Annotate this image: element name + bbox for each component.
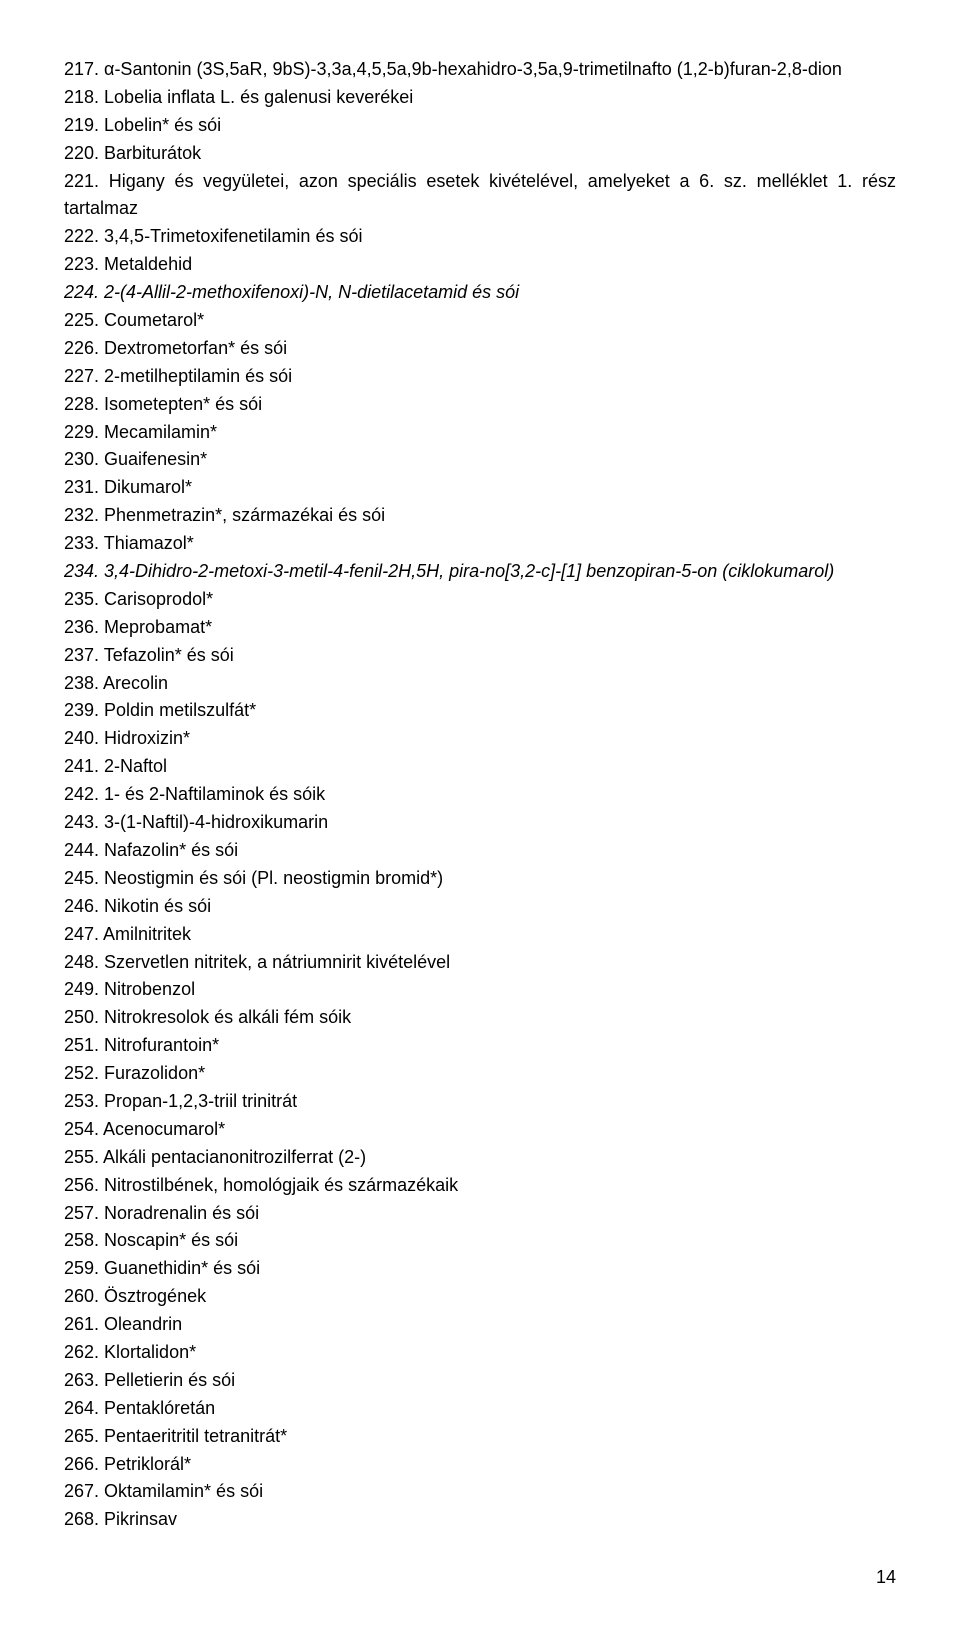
page-number: 14 (64, 1564, 896, 1592)
list-item: 262. Klortalidon* (64, 1339, 896, 1367)
list-item: 256. Nitrostilbének, homológjaik és szár… (64, 1172, 896, 1200)
list-item: 244. Nafazolin* és sói (64, 837, 896, 865)
list-item: 238. Arecolin (64, 670, 896, 698)
list-item: 264. Pentaklóretán (64, 1395, 896, 1423)
list-item: 229. Mecamilamin* (64, 419, 896, 447)
list-item: 232. Phenmetrazin*, származékai és sói (64, 502, 896, 530)
list-item: 245. Neostigmin és sói (Pl. neostigmin b… (64, 865, 896, 893)
list-item: 253. Propan-1,2,3-triil trinitrát (64, 1088, 896, 1116)
list-item: 219. Lobelin* és sói (64, 112, 896, 140)
list-item: 250. Nitrokresolok és alkáli fém sóik (64, 1004, 896, 1032)
list-item: 236. Meprobamat* (64, 614, 896, 642)
list-item: 226. Dextrometorfan* és sói (64, 335, 896, 363)
list-item: 257. Noradrenalin és sói (64, 1200, 896, 1228)
list-item: 239. Poldin metilszulfát* (64, 697, 896, 725)
list-item: 217. α-Santonin (3S,5aR, 9bS)-3,3a,4,5,5… (64, 56, 896, 84)
list-item: 261. Oleandrin (64, 1311, 896, 1339)
list-item: 224. 2-(4-Allil-2-methoxifenoxi)-N, N-di… (64, 279, 896, 307)
list-item: 254. Acenocumarol* (64, 1116, 896, 1144)
list-item: 240. Hidroxizin* (64, 725, 896, 753)
list-item: 221. Higany és vegyületei, azon speciáli… (64, 168, 896, 224)
list-item: 241. 2-Naftol (64, 753, 896, 781)
list-item: 235. Carisoprodol* (64, 586, 896, 614)
list-item: 231. Dikumarol* (64, 474, 896, 502)
list-item: 259. Guanethidin* és sói (64, 1255, 896, 1283)
list-item: 258. Noscapin* és sói (64, 1227, 896, 1255)
list-item: 228. Isometepten* és sói (64, 391, 896, 419)
list-item: 266. Petriklorál* (64, 1451, 896, 1479)
list-item: 248. Szervetlen nitritek, a nátriumnirit… (64, 949, 896, 977)
list-item: 237. Tefazolin* és sói (64, 642, 896, 670)
list-item: 223. Metaldehid (64, 251, 896, 279)
list-item: 252. Furazolidon* (64, 1060, 896, 1088)
list-item: 268. Pikrinsav (64, 1506, 896, 1534)
list-item: 255. Alkáli pentacianonitrozilferrat (2-… (64, 1144, 896, 1172)
document-list: 217. α-Santonin (3S,5aR, 9bS)-3,3a,4,5,5… (64, 56, 896, 1534)
list-item: 249. Nitrobenzol (64, 976, 896, 1004)
list-item: 260. Ösztrogének (64, 1283, 896, 1311)
list-item: 265. Pentaeritritil tetranitrát* (64, 1423, 896, 1451)
list-item: 222. 3,4,5-Trimetoxifenetilamin és sói (64, 223, 896, 251)
list-item: 227. 2-metilheptilamin és sói (64, 363, 896, 391)
list-item: 263. Pelletierin és sói (64, 1367, 896, 1395)
list-item: 243. 3-(1-Naftil)-4-hidroxikumarin (64, 809, 896, 837)
list-item: 234. 3,4-Dihidro-2-metoxi-3-metil-4-feni… (64, 558, 896, 586)
list-item: 246. Nikotin és sói (64, 893, 896, 921)
list-item: 230. Guaifenesin* (64, 446, 896, 474)
list-item: 233. Thiamazol* (64, 530, 896, 558)
list-item: 242. 1- és 2-Naftilaminok és sóik (64, 781, 896, 809)
list-item: 225. Coumetarol* (64, 307, 896, 335)
list-item: 251. Nitrofurantoin* (64, 1032, 896, 1060)
list-item: 220. Barbiturátok (64, 140, 896, 168)
list-item: 267. Oktamilamin* és sói (64, 1478, 896, 1506)
list-item: 218. Lobelia inflata L. és galenusi keve… (64, 84, 896, 112)
list-item: 247. Amilnitritek (64, 921, 896, 949)
